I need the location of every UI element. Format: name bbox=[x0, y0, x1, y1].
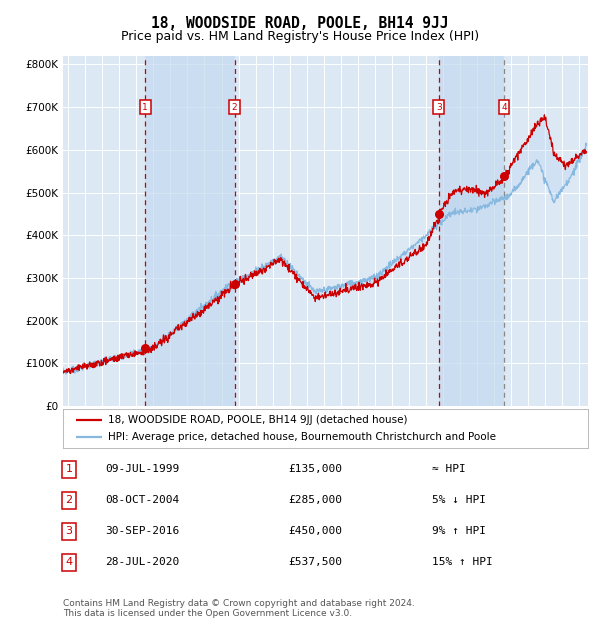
Text: 3: 3 bbox=[436, 102, 442, 112]
Text: 18, WOODSIDE ROAD, POOLE, BH14 9JJ (detached house): 18, WOODSIDE ROAD, POOLE, BH14 9JJ (deta… bbox=[107, 415, 407, 425]
Text: 30-SEP-2016: 30-SEP-2016 bbox=[105, 526, 179, 536]
Text: 15% ↑ HPI: 15% ↑ HPI bbox=[432, 557, 493, 567]
Text: HPI: Average price, detached house, Bournemouth Christchurch and Poole: HPI: Average price, detached house, Bour… bbox=[107, 432, 496, 442]
Text: 08-OCT-2004: 08-OCT-2004 bbox=[105, 495, 179, 505]
Text: 18, WOODSIDE ROAD, POOLE, BH14 9JJ: 18, WOODSIDE ROAD, POOLE, BH14 9JJ bbox=[151, 16, 449, 31]
Text: £285,000: £285,000 bbox=[288, 495, 342, 505]
Text: £450,000: £450,000 bbox=[288, 526, 342, 536]
Text: Price paid vs. HM Land Registry's House Price Index (HPI): Price paid vs. HM Land Registry's House … bbox=[121, 30, 479, 43]
Text: 9% ↑ HPI: 9% ↑ HPI bbox=[432, 526, 486, 536]
Text: 2: 2 bbox=[232, 102, 238, 112]
Text: 4: 4 bbox=[501, 102, 507, 112]
Bar bbox=[145, 56, 235, 406]
Text: ≈ HPI: ≈ HPI bbox=[432, 464, 466, 474]
Bar bbox=[439, 56, 504, 406]
Text: 2: 2 bbox=[65, 495, 73, 505]
Text: 1: 1 bbox=[65, 464, 73, 474]
Text: 3: 3 bbox=[65, 526, 73, 536]
Text: 5% ↓ HPI: 5% ↓ HPI bbox=[432, 495, 486, 505]
Text: 4: 4 bbox=[65, 557, 73, 567]
Text: 28-JUL-2020: 28-JUL-2020 bbox=[105, 557, 179, 567]
Text: Contains HM Land Registry data © Crown copyright and database right 2024.
This d: Contains HM Land Registry data © Crown c… bbox=[63, 599, 415, 618]
Text: £135,000: £135,000 bbox=[288, 464, 342, 474]
Text: £537,500: £537,500 bbox=[288, 557, 342, 567]
Text: 09-JUL-1999: 09-JUL-1999 bbox=[105, 464, 179, 474]
Text: 1: 1 bbox=[142, 102, 148, 112]
